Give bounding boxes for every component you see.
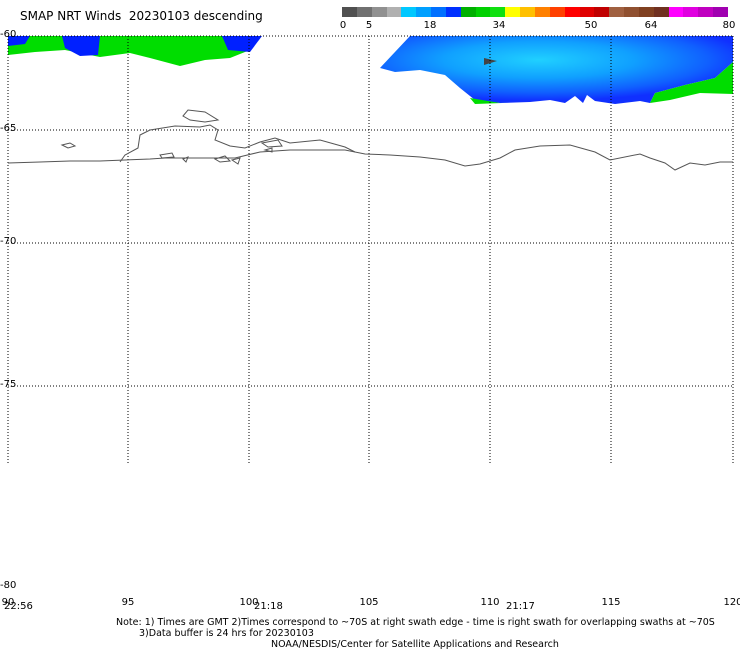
swath-green-right-edge [650, 62, 733, 103]
map-title: SMAP NRT Winds 20230103 descending [20, 9, 263, 23]
graticule [7, 35, 734, 465]
colorbar [342, 7, 728, 17]
colorbar-segment [416, 7, 432, 17]
note-line-2: 3)Data buffer is 24 hrs for 20230103 [139, 628, 314, 639]
colorbar-label: 5 [365, 20, 373, 31]
lon-label-120: 120 [723, 597, 740, 608]
colorbar-segment [475, 7, 491, 17]
lon-label-110: 110 [480, 597, 500, 608]
colorbar-segment [371, 7, 387, 17]
colorbar-segment [624, 7, 639, 17]
note-line-1: Note: 1) Times are GMT 2)Times correspon… [116, 617, 715, 628]
colorbar-segment [609, 7, 625, 17]
swath-time-1: 22:56 [4, 601, 33, 612]
swath-blue-right [380, 36, 733, 104]
colorbar-segment [713, 7, 728, 17]
colorbar-segment [638, 7, 654, 17]
swath-time-2: 21:18 [254, 601, 283, 612]
colorbar-segment [520, 7, 535, 17]
colorbar-label: 64 [644, 20, 658, 31]
colorbar-segment [386, 7, 402, 17]
swath-time-3: 21:17 [506, 601, 535, 612]
lat-label-65: -65 [0, 123, 17, 134]
colorbar-segment [401, 7, 417, 17]
colorbar-segment [490, 7, 506, 17]
lon-label-105: 105 [359, 597, 379, 608]
lon-label-100: 100 [239, 597, 259, 608]
colorbar-segment [342, 7, 357, 17]
colorbar-segment [534, 7, 550, 17]
swath-blue-left-3 [222, 36, 262, 52]
colorbar-segment [564, 7, 580, 17]
colorbar-segment [579, 7, 595, 17]
lon-label-95: 95 [121, 597, 135, 608]
lat-label-70: -70 [0, 236, 17, 247]
colorbar-label: 34 [492, 20, 506, 31]
colorbar-segment [549, 7, 565, 17]
swath-blue-left-1 [8, 36, 30, 46]
colorbar-segment [356, 7, 372, 17]
lat-label-80: -80 [0, 580, 17, 591]
colorbar-segment [683, 7, 699, 17]
swath-green-left [8, 36, 260, 66]
colorbar-segment [431, 7, 446, 17]
colorbar-label: 0 [339, 20, 347, 31]
lon-label-115: 115 [601, 597, 621, 608]
colorbar-segment [460, 7, 476, 17]
colorbar-segment [445, 7, 461, 17]
colorbar-label: 80 [722, 20, 736, 31]
swath-blue-left-2 [62, 36, 100, 56]
lon-label-90: 90 [1, 597, 15, 608]
colorbar-segment [505, 7, 521, 17]
colorbar-label: 18 [423, 20, 437, 31]
lat-label-75: -75 [0, 379, 17, 390]
colorbar-segment [653, 7, 669, 17]
coastline [7, 109, 733, 171]
colorbar-segment [594, 7, 610, 17]
colorbar-label: 50 [584, 20, 598, 31]
colorbar-segment [668, 7, 684, 17]
swath-green-bottom-edge [470, 98, 530, 104]
lat-label-60: -60 [0, 29, 17, 40]
wind-arrow [484, 58, 497, 65]
note-line-3: NOAA/NESDIS/Center for Satellite Applica… [271, 639, 559, 650]
colorbar-segment [698, 7, 714, 17]
